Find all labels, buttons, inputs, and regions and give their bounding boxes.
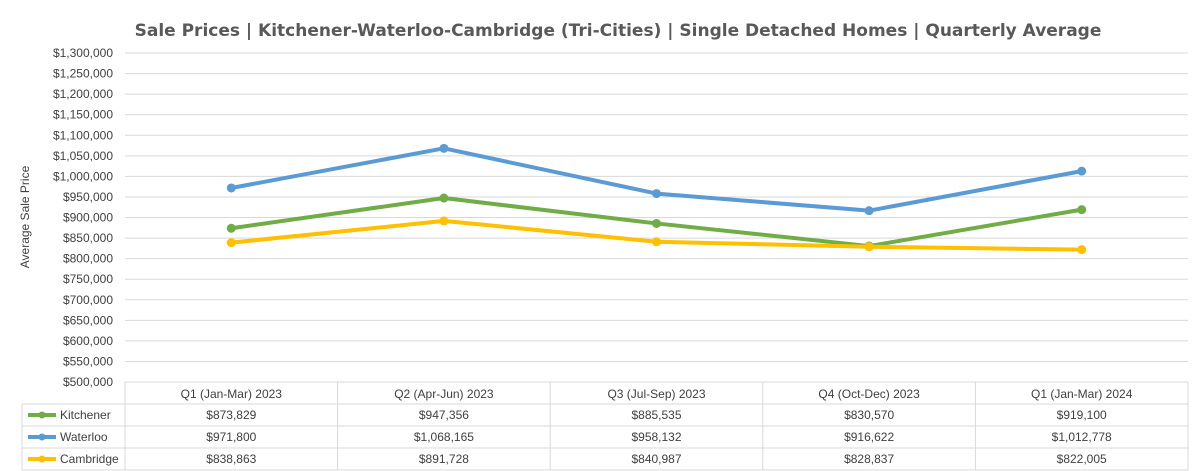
table-value-kitchener: $885,535 — [631, 408, 681, 422]
y-tick-label: $550,000 — [63, 354, 113, 368]
legend-marker-waterloo — [38, 433, 46, 441]
series-line-waterloo — [229, 146, 1084, 213]
y-tick-label: $900,000 — [63, 211, 113, 225]
y-tick-label: $850,000 — [63, 231, 113, 245]
data-point-cambridge — [652, 237, 661, 247]
data-point-cambridge — [1077, 245, 1087, 255]
data-point-cambridge — [439, 216, 449, 226]
legend-label-kitchener: Kitchener — [60, 408, 111, 422]
x-category-label: Q1 (Jan-Mar) 2024 — [1031, 387, 1133, 401]
table-value-cambridge: $828,837 — [844, 452, 894, 466]
legend-marker-kitchener — [38, 411, 46, 419]
data-table: Q1 (Jan-Mar) 2023 Q2 (Apr-Jun) 2023 Q3 (Ju… — [21, 381, 1189, 471]
data-point-kitchener — [652, 218, 661, 228]
x-category-label: Q2 (Apr-Jun) 2023 — [394, 387, 494, 401]
x-category-label: Q3 (Jul-Sep) 2023 — [607, 387, 705, 401]
table-value-waterloo: $1,068,165 — [414, 430, 474, 444]
data-point-waterloo — [226, 183, 236, 193]
legend-marker-cambridge — [38, 455, 46, 463]
y-tick-label: $1,050,000 — [53, 149, 113, 163]
y-tick-label: $1,200,000 — [53, 87, 113, 101]
data-point-cambridge — [864, 242, 874, 252]
y-tick-label: $750,000 — [63, 272, 113, 286]
y-tick-label: $1,300,000 — [53, 46, 113, 60]
table-value-cambridge: $838,863 — [206, 452, 256, 466]
y-tick-label: $700,000 — [63, 293, 113, 307]
y-tick-label: $650,000 — [63, 313, 113, 327]
y-tick-label: $1,100,000 — [53, 128, 113, 142]
x-category-label: Q4 (Oct-Dec) 2023 — [818, 387, 920, 401]
table-value-kitchener: $947,356 — [419, 408, 469, 422]
table-value-cambridge: $840,987 — [631, 452, 681, 466]
y-tick-label: $1,000,000 — [53, 169, 113, 183]
table-value-kitchener: $830,570 — [844, 408, 894, 422]
table-value-waterloo: $971,800 — [206, 430, 256, 444]
table-value-cambridge: $891,728 — [419, 452, 469, 466]
gridlines — [125, 52, 1188, 362]
y-tick-label: $950,000 — [63, 190, 113, 204]
data-point-kitchener — [226, 223, 236, 233]
data-point-kitchener — [1077, 205, 1087, 215]
legend-label-waterloo: Waterloo — [60, 430, 108, 444]
table-value-kitchener: $873,829 — [206, 408, 256, 422]
table-value-cambridge: $822,005 — [1057, 452, 1107, 466]
legend-label-cambridge: Cambridge — [60, 452, 119, 466]
data-point-waterloo — [1077, 166, 1087, 176]
table-value-waterloo: $1,012,778 — [1052, 430, 1112, 444]
table-value-kitchener: $919,100 — [1057, 408, 1107, 422]
x-category-label: Q1 (Jan-Mar) 2023 — [181, 387, 283, 401]
y-tick-label: $1,250,000 — [53, 67, 113, 81]
y-axis-label: Average Sale Price — [18, 165, 32, 268]
y-axis-ticks: $500,000 $550,000 $600,000 $650,000 $700,000… — [53, 46, 113, 389]
y-tick-label: $500,000 — [63, 375, 113, 389]
y-tick-label: $1,150,000 — [53, 108, 113, 122]
data-point-waterloo — [864, 206, 874, 216]
series-lines — [226, 143, 1087, 255]
y-tick-label: $800,000 — [63, 252, 113, 266]
data-point-kitchener — [439, 193, 449, 203]
y-tick-label: $600,000 — [63, 334, 113, 348]
data-point-waterloo — [652, 189, 661, 199]
data-point-cambridge — [226, 238, 236, 248]
chart-title: Sale Prices | Kitchener-Waterloo-Cambrid… — [135, 21, 1102, 41]
data-point-waterloo — [439, 143, 449, 153]
table-value-waterloo: $958,132 — [631, 430, 681, 444]
table-value-waterloo: $916,622 — [844, 430, 894, 444]
